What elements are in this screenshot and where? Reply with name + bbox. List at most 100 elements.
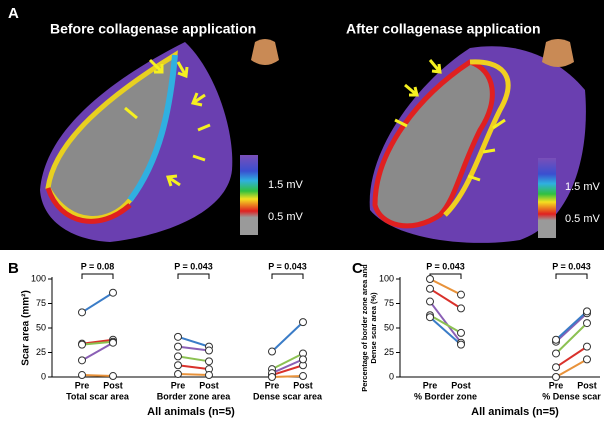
y-tick-label: 25	[36, 347, 46, 357]
data-point	[583, 319, 591, 328]
bracket	[429, 273, 462, 279]
pair-line	[271, 364, 304, 376]
torso-icon	[542, 39, 574, 67]
pair-line	[429, 287, 462, 310]
panel-label: B	[8, 260, 19, 277]
data-point	[552, 335, 560, 344]
y-tick-label: 100	[31, 273, 46, 283]
data-point	[78, 340, 86, 349]
y-tick-label: 0	[389, 371, 394, 381]
data-point	[426, 313, 434, 322]
y-tick-label: 50	[36, 322, 46, 332]
colorbar	[538, 158, 556, 238]
data-point	[78, 371, 86, 380]
data-point	[426, 275, 434, 283]
panel-label: C	[352, 260, 363, 277]
group-label: Dense scar area	[253, 391, 323, 401]
scar-region	[372, 59, 495, 229]
scale-label: 0.5 mV	[565, 213, 601, 225]
y-tick-label: 75	[384, 298, 394, 308]
x-axis-label: All animals (n=5)	[147, 406, 235, 418]
scale-label: 1.5 mV	[268, 179, 304, 191]
data-point	[205, 357, 213, 366]
border-zone	[45, 187, 132, 224]
pair-line	[271, 358, 304, 374]
pair-line	[81, 291, 114, 314]
group-label: % Dense scar	[542, 391, 601, 401]
data-point	[109, 288, 117, 297]
data-point	[552, 363, 560, 372]
pair-line	[271, 375, 304, 378]
y-tick-label: 50	[384, 322, 394, 332]
data-point	[268, 373, 276, 381]
pair-line	[177, 364, 210, 371]
pair-line	[81, 374, 114, 378]
bracket	[177, 273, 210, 279]
torso-icon	[251, 39, 279, 65]
x-tick-label: Post	[293, 380, 313, 390]
data-point	[299, 318, 307, 327]
colorbar	[240, 155, 258, 235]
data-point	[174, 361, 182, 370]
panel-title: Before collagenase application	[50, 21, 256, 37]
data-point	[426, 284, 434, 293]
data-point	[78, 356, 86, 365]
y-tick-label: 100	[379, 273, 394, 283]
scale-label: 1.5 mV	[565, 181, 601, 193]
data-point	[457, 290, 465, 299]
group-label: Total scar area	[66, 391, 130, 401]
data-point	[268, 347, 276, 356]
data-point	[426, 297, 434, 306]
data-point	[457, 340, 465, 349]
annotation: P = 0.043	[552, 261, 591, 271]
border-zone	[127, 54, 178, 202]
data-point	[552, 373, 560, 381]
data-point	[583, 342, 591, 351]
data-point	[552, 349, 560, 358]
group-label: % Border zone	[414, 391, 477, 401]
x-tick-label: Pre	[423, 380, 438, 390]
data-point	[205, 346, 213, 355]
pair-line	[555, 312, 588, 343]
data-point	[583, 355, 591, 364]
data-point	[109, 372, 117, 381]
pair-line	[177, 345, 210, 352]
data-point	[457, 304, 465, 313]
data-point	[457, 328, 465, 337]
x-tick-label: Pre	[265, 380, 280, 390]
pair-line	[429, 316, 462, 346]
data-point	[299, 372, 307, 381]
pair-line	[271, 352, 304, 371]
y-axis-label: Scar area (mm²)	[21, 290, 32, 366]
pair-line	[555, 322, 588, 355]
x-tick-label: Pre	[549, 380, 564, 390]
y-axis-label: Dense scar area (%)	[369, 292, 378, 364]
pair-line	[177, 373, 210, 377]
x-tick-label: Post	[577, 380, 597, 390]
pair-line	[177, 355, 210, 363]
pair-line	[271, 321, 304, 353]
annotation: P = 0.043	[426, 261, 465, 271]
annotation: P = 0.08	[81, 261, 115, 271]
x-axis-label: All animals (n=5)	[471, 406, 559, 418]
bracket	[81, 273, 114, 279]
arrows	[124, 58, 506, 187]
x-tick-label: Pre	[75, 380, 90, 390]
data-point	[174, 352, 182, 361]
scale-label: 0.5 mV	[268, 211, 304, 223]
panel-label: A	[8, 5, 19, 22]
pair-line	[555, 358, 588, 378]
y-tick-label: 75	[36, 298, 46, 308]
pair-line	[429, 300, 462, 344]
y-axis-label: Percentage of border zone area and	[360, 264, 369, 392]
bracket	[271, 273, 304, 279]
pair-line	[81, 338, 114, 345]
annotation: P = 0.043	[268, 261, 307, 271]
data-point	[174, 342, 182, 351]
data-point	[299, 355, 307, 364]
data-point	[174, 370, 182, 379]
pair-line	[81, 341, 114, 362]
data-point	[174, 332, 182, 341]
x-tick-label: Pre	[171, 380, 186, 390]
